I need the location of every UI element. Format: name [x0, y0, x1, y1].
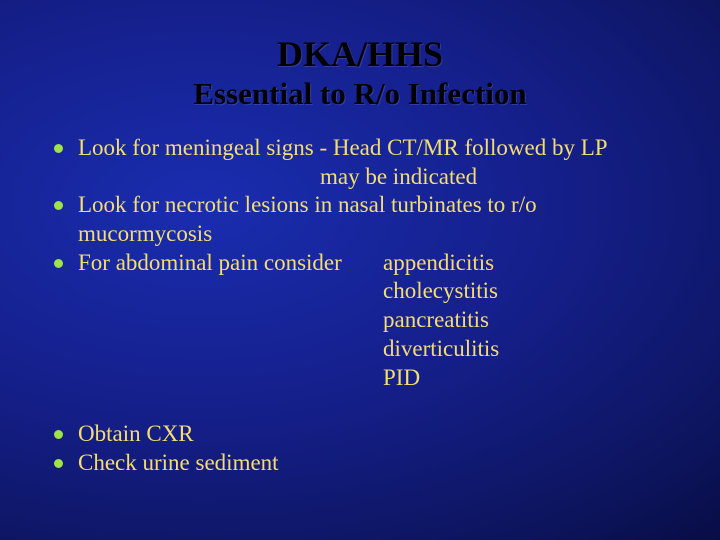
slide: DKA/HHS Essential to R/o Infection Look … — [0, 0, 720, 540]
bullet-list-2: Obtain CXR Check urine sediment — [52, 420, 690, 478]
bullet-sub: pancreatitis — [78, 306, 690, 335]
bullet-text: For abdominal pain consider — [78, 250, 342, 275]
spacer — [52, 392, 690, 420]
bullet-sub: cholecystitis — [78, 277, 690, 306]
title-block: DKA/HHS Essential to R/o Infection — [30, 36, 690, 112]
bullet-text-cont: may be indicated — [78, 163, 690, 192]
list-item: Look for necrotic lesions in nasal turbi… — [52, 191, 690, 249]
list-item: Obtain CXR — [52, 420, 690, 449]
bullet-text: Look for meningeal signs - Head CT/MR fo… — [78, 134, 690, 163]
bullet-text-cont: mucormycosis — [78, 220, 690, 249]
slide-title: DKA/HHS — [30, 36, 690, 74]
list-item: For abdominal pain consider appendicitis… — [52, 249, 690, 393]
bullet-text: Look for necrotic lesions in nasal turbi… — [78, 191, 690, 220]
bullet-list-1: Look for meningeal signs - Head CT/MR fo… — [52, 134, 690, 393]
bullet-text: Obtain CXR — [78, 421, 194, 446]
list-item: Check urine sediment — [52, 449, 690, 478]
slide-subtitle: Essential to R/o Infection — [30, 76, 690, 112]
list-item: Look for meningeal signs - Head CT/MR fo… — [52, 134, 690, 192]
bullet-sub: PID — [78, 364, 690, 393]
bullet-text: Check urine sediment — [78, 450, 279, 475]
bullet-sub: diverticulitis — [78, 335, 690, 364]
